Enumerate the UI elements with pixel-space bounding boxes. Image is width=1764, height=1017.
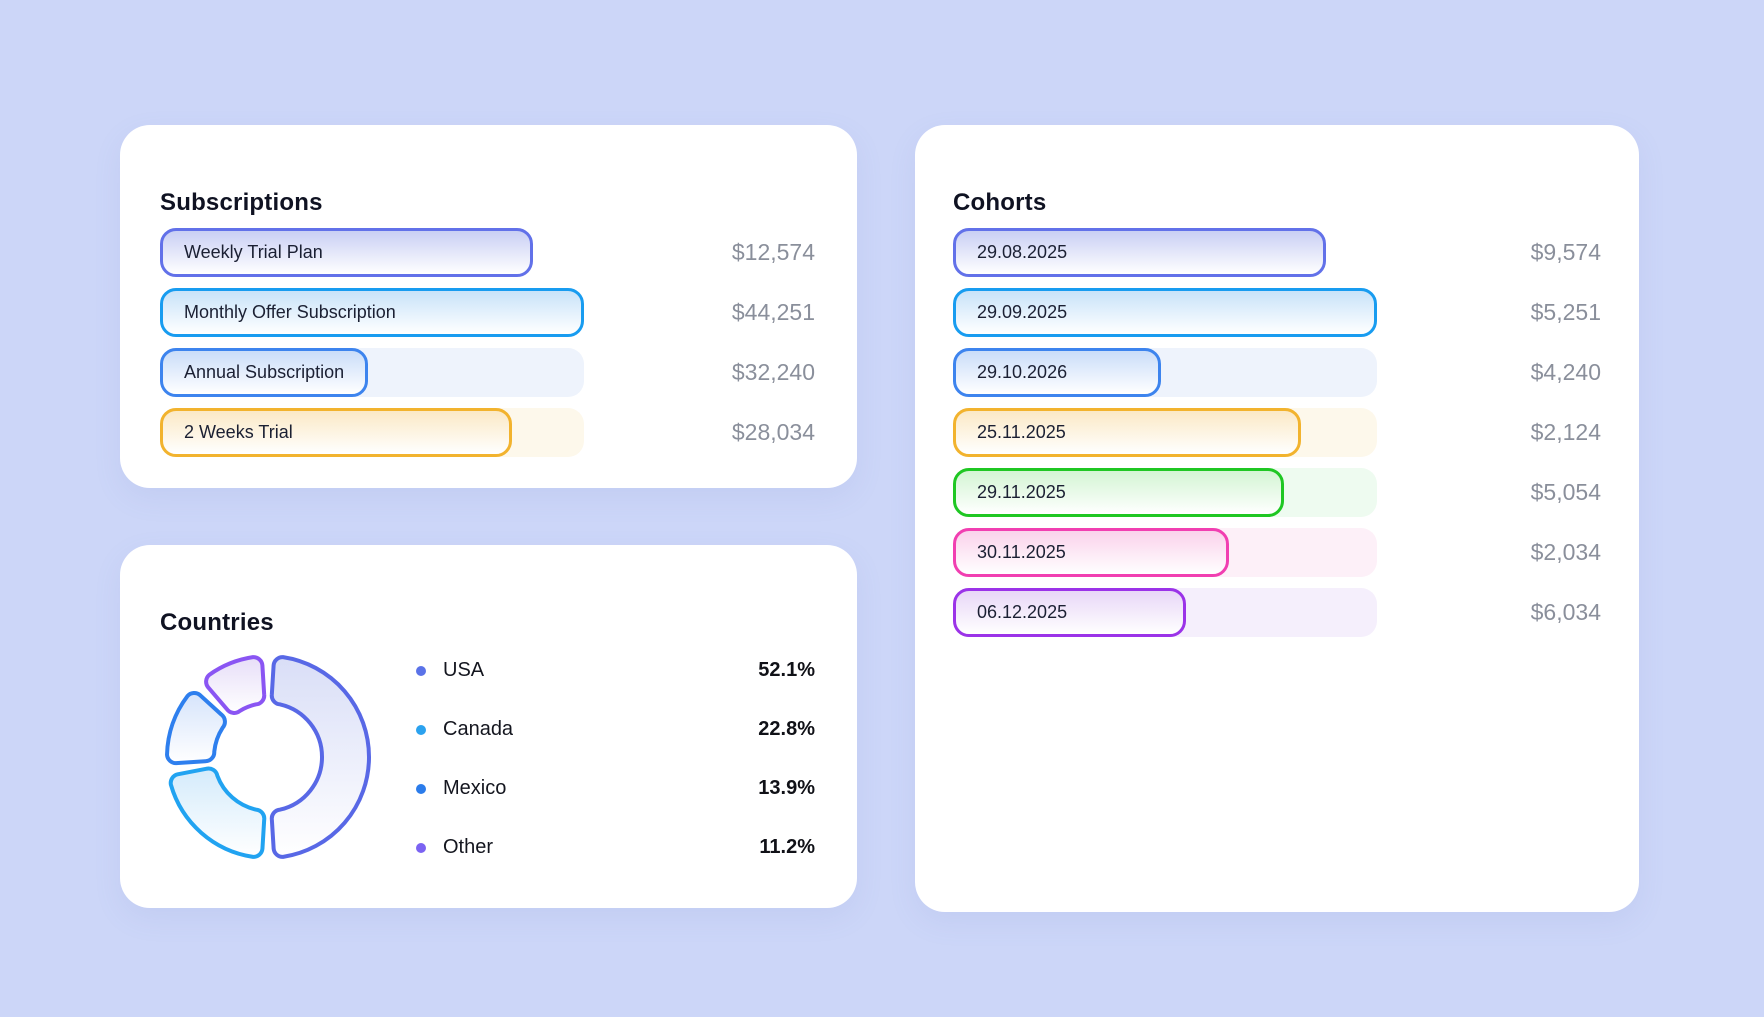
donut-slice-other (204, 655, 267, 715)
bar-cohort-30-11-2025: 30.11.2025 (953, 528, 1229, 577)
bar-label: 25.11.2025 (977, 422, 1066, 442)
donut-slice-mexico (165, 691, 227, 766)
subscriptions-title: Subscriptions (160, 188, 323, 216)
subscriptions-card: Subscriptions Weekly Trial Plan $12,574 … (120, 125, 857, 488)
bar-monthly-offer-subscription: Monthly Offer Subscription (160, 288, 584, 337)
donut-slice-canada (168, 766, 267, 859)
legend-row-mexico: Mexico 13.9% (416, 759, 815, 818)
subscription-row: Monthly Offer Subscription $44,251 (160, 288, 815, 337)
bar-cohort-29-08-2025: 29.08.2025 (953, 228, 1326, 277)
cohort-row: 29.08.2025 $9,574 (953, 228, 1601, 277)
bar-2-weeks-trial: 2 Weeks Trial (160, 408, 512, 457)
subscription-row: Annual Subscription $32,240 (160, 348, 815, 397)
legend-percentage: 13.9% (758, 777, 815, 799)
countries-donut-chart (165, 655, 371, 859)
bar-value: $5,251 (1530, 299, 1601, 325)
legend-percentage: 11.2% (759, 836, 815, 858)
subscription-row: Weekly Trial Plan $12,574 (160, 228, 815, 277)
bar-label: Monthly Offer Subscription (184, 302, 396, 322)
bar-weekly-trial-plan: Weekly Trial Plan (160, 228, 533, 277)
subscription-row: 2 Weeks Trial $28,034 (160, 408, 815, 457)
bar-cohort-25-11-2025: 25.11.2025 (953, 408, 1301, 457)
bar-label: Weekly Trial Plan (184, 242, 323, 262)
bar-label: 29.08.2025 (977, 242, 1068, 262)
bar-label: 2 Weeks Trial (184, 422, 293, 442)
cohorts-bar-list: 29.08.2025 $9,574 29.09.2025 $5,251 29.1… (953, 228, 1601, 648)
legend-row-other: Other 11.2% (416, 818, 815, 877)
legend-percentage: 52.1% (758, 659, 815, 681)
bar-label: 30.11.2025 (977, 542, 1066, 562)
bar-cohort-06-12-2025: 06.12.2025 (953, 588, 1186, 637)
subscriptions-bar-list: Weekly Trial Plan $12,574 Monthly Offer … (160, 228, 815, 468)
countries-card: Countries USA 52.1% Canada 22.8% Mexico … (120, 545, 857, 908)
cohort-row: 29.11.2025 $5,054 (953, 468, 1601, 517)
legend-name: Mexico (443, 777, 507, 799)
cohort-row: 06.12.2025 $6,034 (953, 588, 1601, 637)
bar-value: $44,251 (731, 299, 815, 325)
bar-value: $4,240 (1530, 359, 1601, 385)
countries-title: Countries (160, 608, 274, 636)
bar-value: $5,054 (1530, 479, 1601, 505)
cohort-row: 29.09.2025 $5,251 (953, 288, 1601, 337)
bar-cohort-29-09-2025: 29.09.2025 (953, 288, 1377, 337)
donut-slice-usa (269, 655, 371, 859)
cohorts-title: Cohorts (953, 188, 1047, 216)
cohort-row: 29.10.2026 $4,240 (953, 348, 1601, 397)
legend-name: USA (443, 659, 485, 681)
countries-legend: USA 52.1% Canada 22.8% Mexico 13.9% Othe… (416, 641, 815, 877)
bar-value: $12,574 (731, 239, 815, 265)
bar-annual-subscription: Annual Subscription (160, 348, 368, 397)
bar-value: $2,034 (1530, 539, 1601, 565)
bar-label: Annual Subscription (184, 362, 345, 382)
legend-name: Other (443, 836, 494, 858)
bar-value: $32,240 (731, 359, 815, 385)
legend-dot (416, 724, 426, 735)
legend-dot (416, 783, 426, 794)
cohort-row: 25.11.2025 $2,124 (953, 408, 1601, 457)
bar-value: $2,124 (1530, 419, 1601, 445)
cohort-row: 30.11.2025 $2,034 (953, 528, 1601, 577)
bar-cohort-29-11-2025: 29.11.2025 (953, 468, 1284, 517)
bar-cohort-29-10-2026: 29.10.2026 (953, 348, 1161, 397)
bar-label: 29.11.2025 (977, 482, 1066, 502)
legend-row-canada: Canada 22.8% (416, 700, 815, 759)
legend-dot (416, 665, 426, 676)
cohorts-card: Cohorts 29.08.2025 $9,574 29.09.2025 $5,… (915, 125, 1639, 912)
legend-dot (416, 842, 426, 853)
bar-label: 06.12.2025 (977, 602, 1068, 622)
legend-name: Canada (443, 718, 514, 740)
bar-value: $9,574 (1530, 239, 1601, 265)
bar-value: $28,034 (731, 419, 815, 445)
bar-label: 29.09.2025 (977, 302, 1068, 322)
legend-percentage: 22.8% (758, 718, 815, 740)
legend-row-usa: USA 52.1% (416, 641, 815, 700)
bar-label: 29.10.2026 (977, 362, 1068, 382)
bar-value: $6,034 (1530, 599, 1601, 625)
